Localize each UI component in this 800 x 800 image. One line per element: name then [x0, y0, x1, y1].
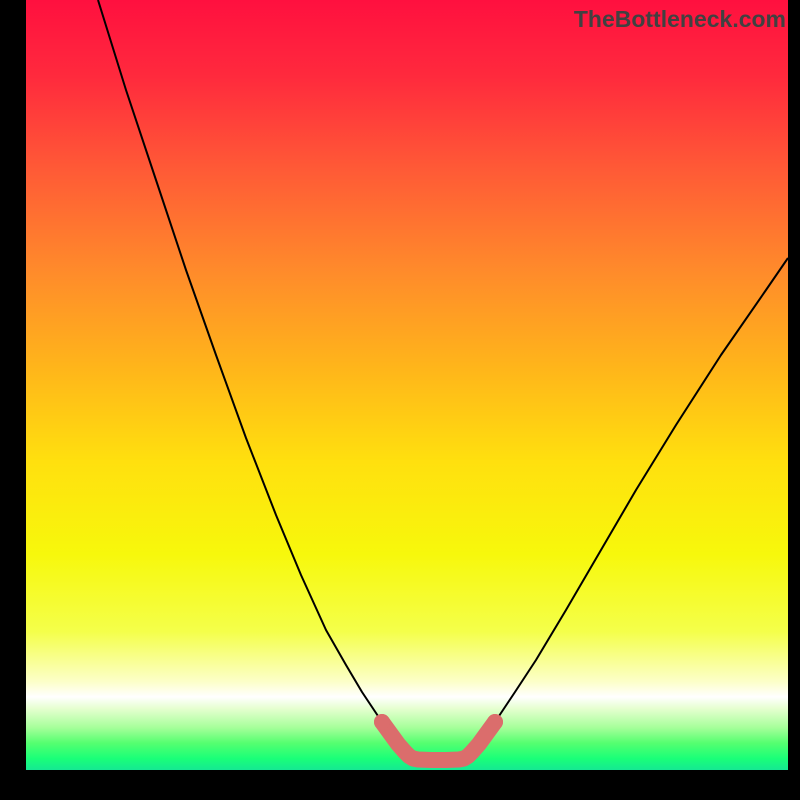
valley-highlight: [382, 722, 495, 760]
frame-bottom: [0, 770, 800, 800]
valley-end-dot: [374, 714, 390, 730]
watermark-text: TheBottleneck.com: [574, 6, 786, 33]
frame-right: [788, 0, 800, 800]
plot-area: [26, 0, 788, 770]
frame-left: [0, 0, 26, 800]
bottleneck-curve: [98, 0, 788, 760]
valley-end-dot: [487, 714, 503, 730]
chart-svg: [26, 0, 788, 770]
